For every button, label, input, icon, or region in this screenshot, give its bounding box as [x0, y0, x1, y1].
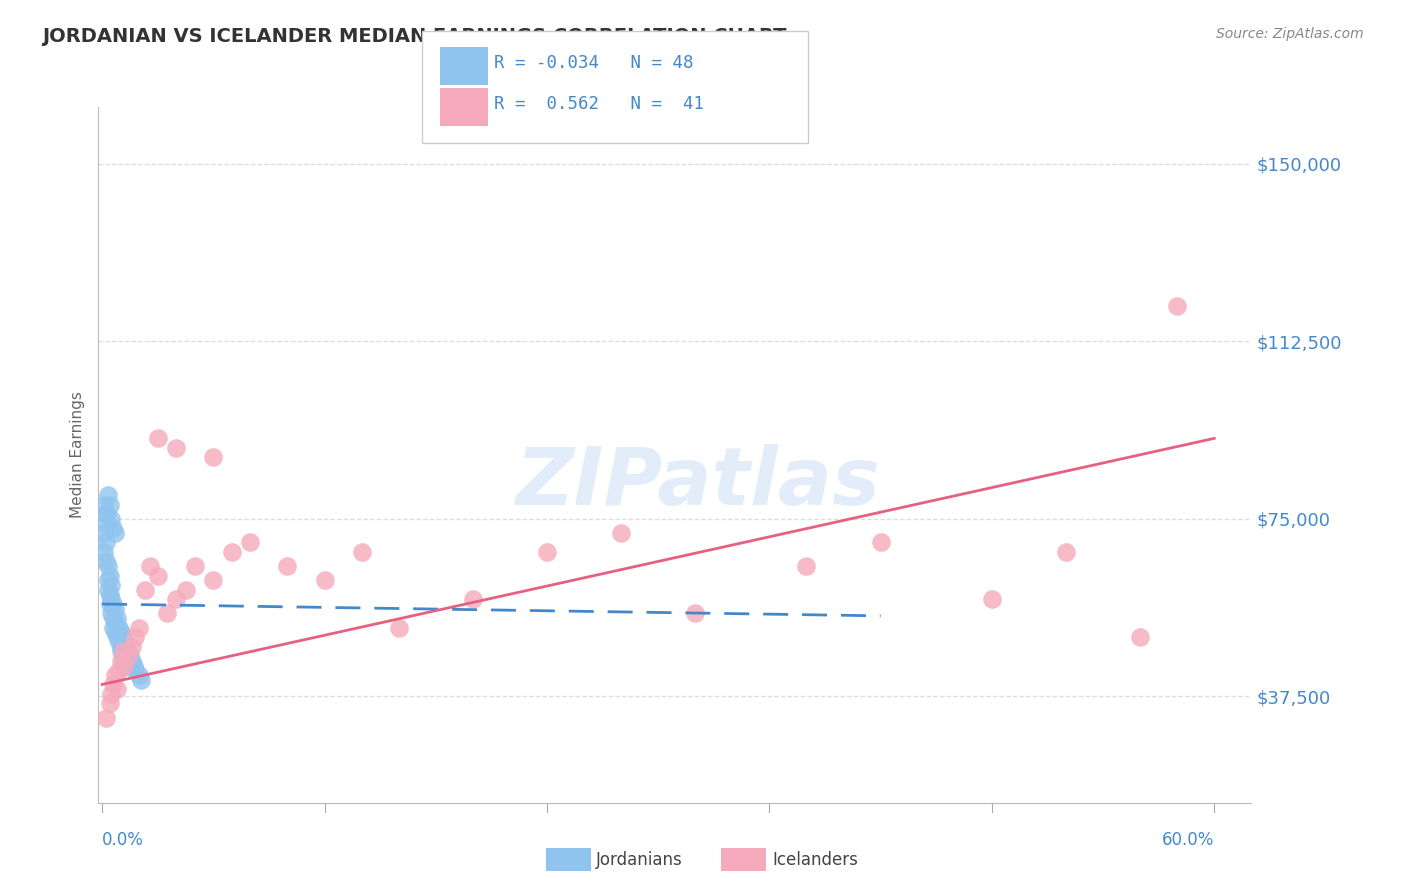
Point [98, 568, 121, 582]
Point [118, 649, 141, 664]
Text: 0.0%: 0.0% [103, 831, 143, 849]
Point [98, 588, 121, 602]
Point [98, 697, 121, 711]
Point [97, 488, 120, 502]
Point [146, 431, 169, 445]
Point [100, 592, 122, 607]
Point [94, 554, 117, 568]
Text: Icelanders: Icelanders [772, 851, 858, 869]
Point [165, 441, 187, 455]
Point [104, 526, 127, 541]
Point [117, 649, 139, 664]
Point [98, 597, 121, 611]
Point [124, 630, 146, 644]
Point [93, 545, 115, 559]
Point [388, 621, 411, 635]
Point [110, 644, 132, 658]
Point [156, 607, 179, 621]
Point [796, 559, 818, 574]
Text: ZIPatlas: ZIPatlas [516, 443, 880, 522]
Point [134, 582, 156, 597]
Point [108, 621, 131, 635]
Point [112, 654, 135, 668]
Point [461, 592, 484, 607]
Point [610, 526, 633, 541]
Point [202, 574, 225, 588]
Point [129, 673, 152, 687]
Point [94, 507, 117, 521]
Point [94, 516, 117, 531]
Point [103, 521, 125, 535]
Point [350, 545, 373, 559]
Point [94, 535, 117, 549]
Point [146, 568, 169, 582]
Point [314, 574, 336, 588]
Point [117, 644, 139, 658]
Point [121, 640, 143, 654]
Point [103, 621, 125, 635]
Point [104, 625, 127, 640]
Point [105, 611, 128, 625]
Point [93, 498, 115, 512]
Point [1054, 545, 1077, 559]
Point [108, 663, 131, 677]
Point [174, 582, 197, 597]
Point [100, 607, 122, 621]
Point [110, 625, 132, 640]
Point [97, 574, 120, 588]
Point [105, 630, 128, 644]
Point [97, 582, 120, 597]
Point [1166, 299, 1188, 313]
Point [111, 630, 134, 644]
Point [103, 611, 125, 625]
Text: Jordanians: Jordanians [596, 851, 683, 869]
Text: R =  0.562   N =  41: R = 0.562 N = 41 [494, 95, 703, 112]
Point [110, 640, 132, 654]
Point [128, 621, 150, 635]
Point [165, 592, 187, 607]
Point [105, 682, 128, 697]
Point [111, 649, 134, 664]
Point [115, 658, 138, 673]
Point [111, 644, 134, 658]
Point [122, 658, 145, 673]
Text: Source: ZipAtlas.com: Source: ZipAtlas.com [1216, 27, 1364, 41]
Point [128, 668, 150, 682]
Point [100, 578, 122, 592]
Point [239, 535, 262, 549]
Point [112, 658, 135, 673]
Point [139, 559, 162, 574]
Text: JORDANIAN VS ICELANDER MEDIAN EARNINGS CORRELATION CHART: JORDANIAN VS ICELANDER MEDIAN EARNINGS C… [42, 27, 787, 45]
Text: R = -0.034   N = 48: R = -0.034 N = 48 [494, 54, 693, 71]
Point [124, 663, 146, 677]
Point [100, 687, 122, 701]
Point [112, 635, 135, 649]
Point [869, 535, 891, 549]
Point [980, 592, 1002, 607]
Point [94, 507, 117, 521]
Point [276, 559, 298, 574]
Point [202, 450, 225, 465]
Point [121, 654, 143, 668]
Point [1129, 630, 1152, 644]
Point [115, 640, 138, 654]
Point [536, 545, 558, 559]
Point [104, 668, 127, 682]
Point [184, 559, 207, 574]
Text: 60.0%: 60.0% [1161, 831, 1215, 849]
Point [94, 710, 117, 724]
Point [104, 615, 127, 630]
Point [93, 526, 115, 541]
Point [100, 512, 122, 526]
Point [110, 654, 132, 668]
Point [108, 635, 131, 649]
Point [104, 601, 127, 615]
Point [685, 607, 707, 621]
Y-axis label: Median Earnings: Median Earnings [70, 392, 86, 518]
Point [103, 597, 125, 611]
Point [98, 498, 121, 512]
Point [97, 559, 120, 574]
Point [221, 545, 243, 559]
Point [103, 677, 125, 691]
